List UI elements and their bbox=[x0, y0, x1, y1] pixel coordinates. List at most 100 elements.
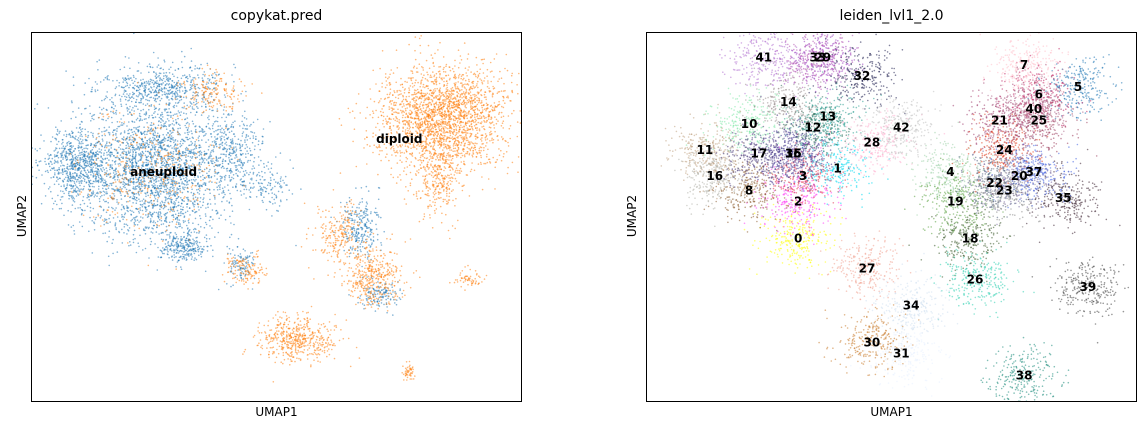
cluster-points-0 bbox=[743, 201, 843, 280]
left-plot-frame bbox=[31, 32, 522, 402]
cluster-label-40: 40 bbox=[1026, 102, 1043, 116]
left-x-axis-label: UMAP1 bbox=[31, 405, 522, 419]
point-cloud-diploid-0 bbox=[338, 32, 522, 216]
cluster-points-33 bbox=[776, 33, 859, 91]
cluster-label-15: 15 bbox=[785, 147, 802, 161]
cluster-label-10: 10 bbox=[741, 117, 758, 131]
cluster-label-36: 36 bbox=[785, 147, 802, 161]
cluster-points-8 bbox=[699, 158, 797, 233]
left-y-axis-label: UMAP2 bbox=[15, 186, 29, 246]
cluster-points-41 bbox=[719, 32, 829, 98]
cluster-label-5: 5 bbox=[1074, 80, 1082, 94]
cluster-points-2 bbox=[743, 142, 847, 246]
cluster-label-32: 32 bbox=[854, 69, 871, 83]
cluster-label-20: 20 bbox=[1011, 169, 1028, 183]
cluster-points-42 bbox=[848, 90, 953, 162]
point-cloud-diploid-2 bbox=[326, 232, 421, 312]
cluster-points-35 bbox=[991, 148, 1121, 244]
cluster-points-23 bbox=[966, 157, 1047, 237]
cluster-points-38 bbox=[980, 336, 1070, 402]
cluster-label-33: 33 bbox=[809, 50, 826, 64]
cluster-points-40 bbox=[981, 63, 1084, 158]
cluster-label-23: 23 bbox=[996, 184, 1013, 198]
cluster-points-3 bbox=[756, 130, 850, 221]
cluster-label-30: 30 bbox=[864, 335, 881, 349]
point-cloud-diploid-5 bbox=[221, 249, 268, 290]
cluster-label-1: 1 bbox=[833, 161, 841, 175]
point-cloud-aneuploid-6 bbox=[330, 185, 386, 278]
cluster-label-2: 2 bbox=[794, 195, 802, 209]
cluster-label-18: 18 bbox=[962, 232, 979, 246]
cluster-label-31: 31 bbox=[893, 346, 910, 360]
series-label-aneuploid: aneuploid bbox=[130, 165, 197, 179]
cluster-label-0: 0 bbox=[794, 232, 802, 246]
cluster-points-39 bbox=[1031, 256, 1130, 344]
point-cloud-aneuploid-3 bbox=[192, 93, 282, 199]
point-cloud-diploid-6 bbox=[69, 81, 245, 270]
cluster-label-42: 42 bbox=[893, 121, 910, 135]
point-cloud-aneuploid-1 bbox=[31, 107, 119, 216]
point-cloud-diploid-4 bbox=[300, 189, 369, 280]
cluster-points-17 bbox=[710, 118, 807, 190]
cluster-label-19: 19 bbox=[947, 195, 964, 209]
cluster-label-35: 35 bbox=[1055, 191, 1072, 205]
point-cloud-aneuploid-5 bbox=[222, 159, 302, 212]
cluster-label-14: 14 bbox=[780, 95, 797, 109]
right-plot-frame bbox=[646, 32, 1137, 402]
cluster-label-13: 13 bbox=[819, 110, 836, 124]
cluster-label-24: 24 bbox=[996, 143, 1013, 157]
cluster-label-25: 25 bbox=[1030, 113, 1047, 127]
cluster-label-4: 4 bbox=[946, 165, 954, 179]
cluster-label-6: 6 bbox=[1035, 87, 1043, 101]
cluster-label-11: 11 bbox=[697, 143, 714, 157]
cluster-points-31 bbox=[850, 310, 951, 397]
point-cloud-diploid-9 bbox=[401, 360, 416, 381]
cluster-points-16 bbox=[674, 131, 761, 228]
right-y-axis-label: UMAP2 bbox=[625, 186, 639, 246]
cluster-label-39: 39 bbox=[1080, 280, 1097, 294]
cluster-points-19 bbox=[904, 157, 1004, 249]
cluster-label-26: 26 bbox=[967, 272, 984, 286]
leiden-panel: leiden_lvl1_2.0 UMAP2 0 1 2 3 4 5 6 7 8 10 11 12 13 1… bbox=[600, 0, 1148, 431]
cluster-points-7 bbox=[979, 32, 1073, 107]
cluster-label-28: 28 bbox=[864, 136, 881, 150]
series-label-diploid: diploid bbox=[376, 132, 422, 146]
cluster-points-34 bbox=[865, 252, 959, 345]
cluster-label-21: 21 bbox=[991, 113, 1008, 127]
cluster-points-26 bbox=[930, 236, 1035, 321]
copykat-panel: copykat.pred UMAP2 aneuploid diploid UMAP… bbox=[0, 0, 560, 431]
cluster-label-8: 8 bbox=[745, 184, 753, 198]
point-cloud-diploid-7 bbox=[174, 64, 263, 114]
cluster-label-37: 37 bbox=[1026, 165, 1043, 179]
point-cloud-aneuploid-8 bbox=[223, 245, 256, 290]
point-cloud-diploid-1 bbox=[403, 121, 471, 240]
right-chart-title: leiden_lvl1_2.0 bbox=[646, 8, 1137, 24]
cluster-points-24 bbox=[951, 111, 1049, 193]
cluster-points-27 bbox=[818, 230, 912, 310]
left-chart-title: copykat.pred bbox=[31, 8, 522, 24]
cluster-label-34: 34 bbox=[903, 298, 920, 312]
cluster-label-3: 3 bbox=[799, 169, 807, 183]
cluster-points-30 bbox=[818, 304, 920, 378]
cluster-points-36 bbox=[748, 114, 846, 202]
cluster-label-27: 27 bbox=[859, 261, 876, 275]
cluster-points-10 bbox=[685, 85, 792, 156]
point-cloud-diploid-8 bbox=[449, 264, 488, 291]
cluster-label-7: 7 bbox=[1020, 58, 1028, 72]
cluster-label-17: 17 bbox=[751, 147, 768, 161]
point-cloud-aneuploid-4 bbox=[144, 227, 214, 271]
cluster-label-22: 22 bbox=[986, 176, 1003, 190]
cluster-label-12: 12 bbox=[805, 121, 822, 135]
right-x-axis-label: UMAP1 bbox=[646, 405, 1137, 419]
point-cloud-diploid-3 bbox=[242, 305, 361, 383]
cluster-points-11 bbox=[660, 103, 744, 200]
cluster-label-41: 41 bbox=[755, 50, 772, 64]
left-scatter-plot: aneuploid diploid bbox=[31, 32, 522, 383]
cluster-label-29: 29 bbox=[814, 50, 831, 64]
cluster-points-32 bbox=[808, 33, 906, 117]
cluster-points-13 bbox=[763, 65, 882, 155]
cluster-label-38: 38 bbox=[1016, 369, 1033, 383]
cluster-label-16: 16 bbox=[706, 169, 723, 183]
cluster-points-25 bbox=[992, 75, 1098, 167]
